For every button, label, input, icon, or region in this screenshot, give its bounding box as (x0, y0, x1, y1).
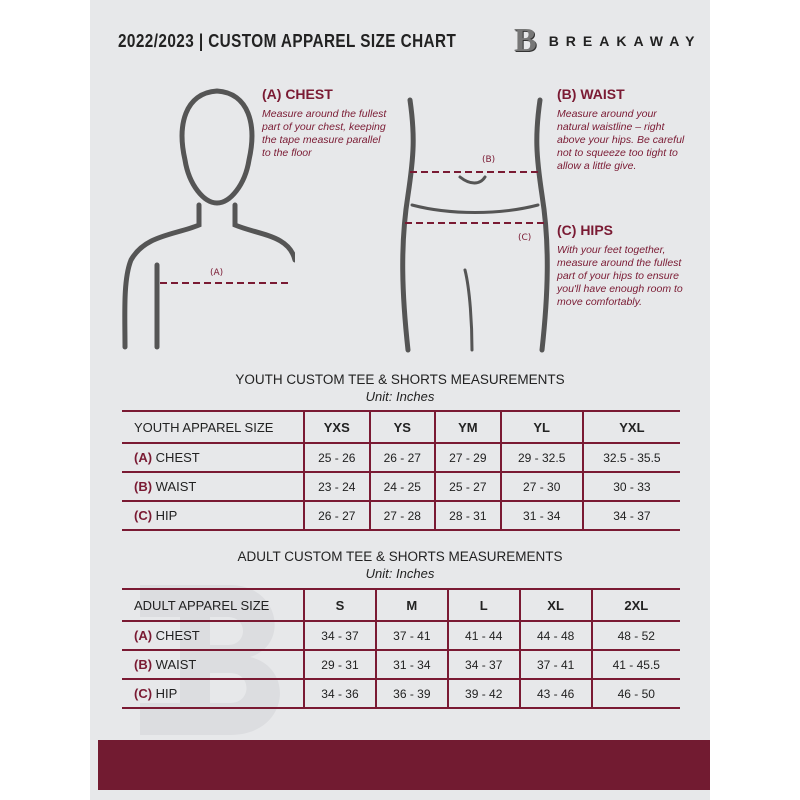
row-code: (A) (134, 450, 153, 465)
logo-mark: B (514, 22, 537, 59)
row-label: (B) WAIST (122, 472, 304, 502)
youth-unit: Unit: Inches (365, 389, 435, 404)
chest-heading: (A) CHEST (262, 86, 333, 102)
hips-marker-label: (C) (518, 233, 531, 243)
upper-body-diagram: (A) (122, 88, 295, 350)
row-label: (A) CHEST (122, 621, 304, 651)
row-label: (A) CHEST (122, 443, 304, 473)
size-column-header: YL (499, 410, 583, 444)
row-code: (C) (134, 686, 153, 701)
measurement-cell: 36 - 39 (374, 679, 448, 709)
size-column-header: YXS (303, 410, 370, 444)
row-label: (C) HIP (122, 501, 304, 531)
waist-instructions: (B) WAIST Measure around your natural wai… (557, 86, 687, 173)
measurement-cell: 27 - 29 (434, 443, 501, 473)
size-column-header: M (374, 588, 448, 622)
measurement-cell: 39 - 42 (446, 679, 520, 709)
size-column-header: 2XL (590, 588, 680, 622)
hips-instructions: (C) HIPS With your feet together, measure… (557, 222, 687, 309)
youth-title: YOUTH CUSTOM TEE & SHORTS MEASUREMENTS (235, 372, 565, 387)
measurement-cell: 31 - 34 (374, 650, 448, 680)
measurement-cell: 30 - 33 (581, 472, 680, 502)
header-row: YOUTH APPAREL SIZE YXS YS YM YL YXL (122, 410, 680, 444)
size-column-header: YS (368, 410, 436, 444)
size-column-header: YXL (581, 410, 680, 444)
measurement-cell: 27 - 28 (368, 501, 436, 531)
measurement-cell: 37 - 41 (374, 621, 448, 651)
page-title: 2022/2023 | CUSTOM APPAREL SIZE CHART (118, 31, 457, 51)
row-code: (C) (134, 508, 153, 523)
measurement-cell: 34 - 37 (446, 650, 520, 680)
adult-unit: Unit: Inches (365, 566, 435, 581)
waist-marker-label: (B) (482, 155, 495, 165)
size-column-header: S (303, 588, 376, 622)
measurement-cell: 29 - 32.5 (499, 443, 583, 473)
waist-text: Measure around your natural waistline – … (557, 108, 685, 172)
chest-text: Measure around the fullest part of your … (262, 108, 387, 159)
measurement-cell: 46 - 50 (590, 679, 680, 709)
brand-logo: B BREAKAWAY (514, 22, 701, 60)
row-name: HIP (155, 508, 178, 523)
youth-size-table: YOUTH APPAREL SIZE YXS YS YM YL YXL (A) CHEST 2… (122, 410, 680, 531)
measurement-cell: 26 - 27 (368, 443, 436, 473)
measurement-cell: 23 - 24 (303, 472, 370, 502)
hips-heading: (C) HIPS (557, 222, 613, 238)
adult-table-title: ADULT CUSTOM TEE & SHORTS MEASUREMENTS Un… (90, 549, 710, 581)
row-code: (B) (134, 479, 153, 494)
row-name: WAIST (155, 479, 197, 494)
row-name: WAIST (155, 657, 197, 672)
lower-body-diagram: (B) (C) (400, 97, 550, 353)
table-row: (B) WAIST 29 - 31 31 - 34 34 - 37 37 - 41 41 … (122, 650, 680, 680)
table-row: (A) CHEST 34 - 37 37 - 41 41 - 44 44 - 48 48 … (122, 621, 680, 651)
header-row: ADULT APPAREL SIZE S M L XL 2XL (122, 588, 680, 622)
measurement-cell: 37 - 41 (518, 650, 592, 680)
row-name: HIP (155, 686, 178, 701)
measurement-cell: 48 - 52 (590, 621, 680, 651)
youth-table-title: YOUTH CUSTOM TEE & SHORTS MEASUREMENTS Un… (90, 372, 710, 404)
measurement-cell: 34 - 36 (303, 679, 376, 709)
row-label: (B) WAIST (122, 650, 304, 680)
chest-instructions: (A) CHEST Measure around the fullest part… (262, 86, 392, 160)
size-chart-sheet: 2022/2023 | CUSTOM APPAREL SIZE CHART B … (90, 0, 710, 800)
size-header: ADULT APPAREL SIZE (122, 588, 304, 622)
measurement-cell: 43 - 46 (518, 679, 592, 709)
size-column-header: XL (518, 588, 592, 622)
table-row: (C) HIP 26 - 27 27 - 28 28 - 31 31 - 34 34 - … (122, 501, 680, 531)
measurement-cell: 29 - 31 (303, 650, 376, 680)
measurement-cell: 41 - 45.5 (590, 650, 680, 680)
measurement-cell: 25 - 27 (434, 472, 501, 502)
size-column-header: YM (434, 410, 501, 444)
table-row: (B) WAIST 23 - 24 24 - 25 25 - 27 27 - 30 30 … (122, 472, 680, 502)
row-code: (A) (134, 628, 153, 643)
table-row: (C) HIP 34 - 36 36 - 39 39 - 42 43 - 46 46 - … (122, 679, 680, 709)
waist-heading: (B) WAIST (557, 86, 625, 102)
measurement-cell: 24 - 25 (368, 472, 436, 502)
measurement-cell: 31 - 34 (499, 501, 583, 531)
measurement-cell: 41 - 44 (446, 621, 520, 651)
measurement-cell: 44 - 48 (518, 621, 592, 651)
size-column-header: L (446, 588, 520, 622)
adult-title: ADULT CUSTOM TEE & SHORTS MEASUREMENTS (237, 549, 563, 564)
measurement-cell: 26 - 27 (303, 501, 370, 531)
size-header: YOUTH APPAREL SIZE (122, 410, 304, 444)
measurement-cell: 28 - 31 (434, 501, 501, 531)
row-label: (C) HIP (122, 679, 304, 709)
measurement-cell: 34 - 37 (581, 501, 680, 531)
hips-text: With your feet together, measure around … (557, 244, 683, 308)
adult-size-table: ADULT APPAREL SIZE S M L XL 2XL (A) CHEST 34 - … (122, 588, 680, 709)
measurement-cell: 32.5 - 35.5 (581, 443, 680, 473)
brand-name: BREAKAWAY (548, 33, 702, 49)
measurement-cell: 34 - 37 (303, 621, 376, 651)
measurement-cell: 25 - 26 (303, 443, 370, 473)
row-code: (B) (134, 657, 153, 672)
footer-band (98, 740, 710, 790)
chest-marker-label: (A) (210, 268, 223, 278)
row-name: CHEST (155, 628, 200, 643)
row-name: CHEST (155, 450, 200, 465)
measurement-cell: 27 - 30 (499, 472, 583, 502)
table-row: (A) CHEST 25 - 26 26 - 27 27 - 29 29 - 32.5 3… (122, 443, 680, 473)
